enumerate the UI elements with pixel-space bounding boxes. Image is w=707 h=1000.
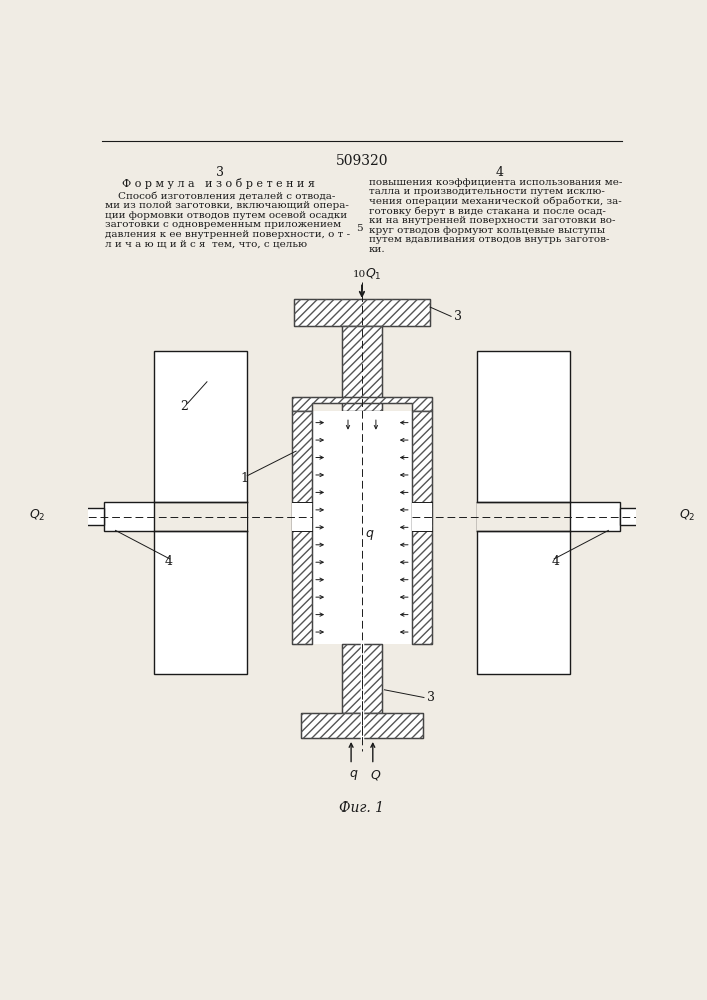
Polygon shape [154,351,247,674]
Polygon shape [341,326,382,411]
Text: чения операции механической обработки, за-: чения операции механической обработки, з… [369,197,621,207]
Text: путем вдавливания отводов внутрь заготов-: путем вдавливания отводов внутрь заготов… [369,235,609,244]
Polygon shape [300,713,423,738]
Polygon shape [412,411,432,644]
Text: заготовки с одновременным приложением: заготовки с одновременным приложением [105,220,341,229]
Text: л и ч а ю щ и й с я  тем, что, с целью: л и ч а ю щ и й с я тем, что, с целью [105,240,308,249]
Text: 3: 3 [427,691,435,704]
Text: готовку берут в виде стакана и после осад-: готовку берут в виде стакана и после оса… [369,207,606,216]
Text: 3: 3 [454,310,462,323]
Text: $Q$: $Q$ [370,768,382,782]
Text: 3: 3 [216,166,224,179]
Text: Фиг. 1: Фиг. 1 [339,801,385,815]
Text: ми из полой заготовки, включающий опера-: ми из полой заготовки, включающий опера- [105,201,349,210]
Polygon shape [294,299,430,326]
Text: талла и производительности путем исклю-: талла и производительности путем исклю- [369,187,604,196]
Text: 4: 4 [551,555,560,568]
Polygon shape [71,508,104,525]
Text: ки.: ки. [369,245,385,254]
Polygon shape [292,411,312,644]
Text: ки на внутренней поверхности заготовки во-: ки на внутренней поверхности заготовки в… [369,216,615,225]
Text: $Q_2$: $Q_2$ [28,507,45,523]
Text: 2: 2 [180,400,188,413]
Polygon shape [570,502,620,531]
Text: ции формовки отводов путем осевой осадки: ции формовки отводов путем осевой осадки [105,211,348,220]
Text: 4: 4 [164,555,173,568]
Text: $Q_2$: $Q_2$ [679,507,696,523]
Text: 4: 4 [495,166,503,179]
Text: 5: 5 [356,224,363,233]
Polygon shape [477,351,570,674]
Text: 1: 1 [240,472,248,485]
Text: 10: 10 [353,270,366,279]
Polygon shape [292,397,432,411]
Text: Способ изготовления деталей с отвода-: Способ изготовления деталей с отвода- [105,192,336,201]
Text: круг отводов формуют кольцевые выступы: круг отводов формуют кольцевые выступы [369,226,605,235]
Text: $q$: $q$ [349,768,359,782]
Text: давления к ее внутренней поверхности, о т -: давления к ее внутренней поверхности, о … [105,230,351,239]
Polygon shape [620,508,653,525]
Polygon shape [312,411,412,644]
Text: повышения коэффициента использования ме-: повышения коэффициента использования ме- [369,178,622,187]
Text: $Q_1$: $Q_1$ [365,267,382,282]
Text: 509320: 509320 [336,154,388,168]
Polygon shape [341,644,382,713]
Text: $q$: $q$ [365,528,375,542]
Text: Ф о р м у л а   и з о б р е т е н и я: Ф о р м у л а и з о б р е т е н и я [122,178,315,189]
Polygon shape [104,502,154,531]
